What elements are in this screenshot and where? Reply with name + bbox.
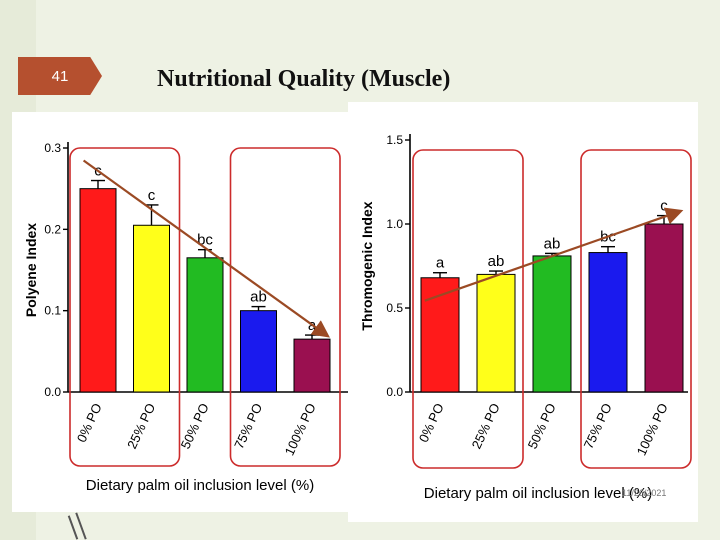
category-label: 75% PO: [231, 401, 265, 451]
significance-letter: c: [148, 187, 156, 204]
y-tick-label: 0.3: [44, 141, 61, 155]
trend-arrow: [82, 159, 330, 338]
category-label: 75% PO: [581, 401, 615, 451]
bar: [186, 257, 224, 393]
bar: [476, 273, 516, 393]
trend-arrow: [424, 207, 684, 302]
significance-letter: ab: [250, 289, 267, 306]
slide-title: Nutritional Quality (Muscle): [157, 66, 451, 92]
y-axis-title: Thromogenic Index: [359, 201, 375, 330]
y-tick-label: 1.0: [386, 217, 403, 231]
y-tick-label: 1.5: [386, 133, 403, 147]
x-axis-title: Dietary palm oil inclusion level (%): [424, 485, 652, 502]
significance-letter: ab: [488, 253, 505, 270]
category-label: 0% PO: [416, 401, 447, 445]
category-label: 100% PO: [282, 401, 319, 458]
slide-number: 41: [18, 57, 102, 95]
y-tick-label: 0.1: [44, 304, 61, 318]
y-tick-label: 0.0: [386, 385, 403, 399]
y-tick-label: 0.0: [44, 385, 61, 399]
bar: [532, 255, 572, 393]
category-label: 25% PO: [469, 401, 503, 451]
highlight-box: [69, 147, 181, 467]
significance-letter: ab: [544, 235, 561, 252]
significance-letter: bc: [197, 232, 213, 249]
highlight-box: [229, 147, 341, 467]
category-label: 50% PO: [525, 401, 559, 451]
category-label: 25% PO: [124, 401, 158, 451]
bar: [644, 223, 684, 393]
bar: [420, 277, 460, 393]
highlight-box: [412, 149, 524, 469]
x-axis-title: Dietary palm oil inclusion level (%): [86, 477, 314, 494]
significance-letter: a: [436, 255, 445, 272]
highlight-box: [580, 149, 692, 469]
category-label: 0% PO: [74, 401, 105, 445]
slide-date: 11/26/2021: [622, 488, 667, 498]
significance-letter: c: [660, 198, 668, 215]
bar: [240, 310, 277, 393]
y-tick-label: 0.2: [44, 222, 61, 236]
y-axis-title: Polyene Index: [23, 223, 39, 317]
y-tick-label: 0.5: [386, 301, 403, 315]
bar: [133, 224, 170, 393]
bar: [588, 252, 628, 393]
category-label: 100% PO: [634, 401, 671, 458]
category-label: 50% PO: [178, 401, 212, 451]
bar: [79, 188, 117, 393]
bar: [293, 338, 331, 393]
